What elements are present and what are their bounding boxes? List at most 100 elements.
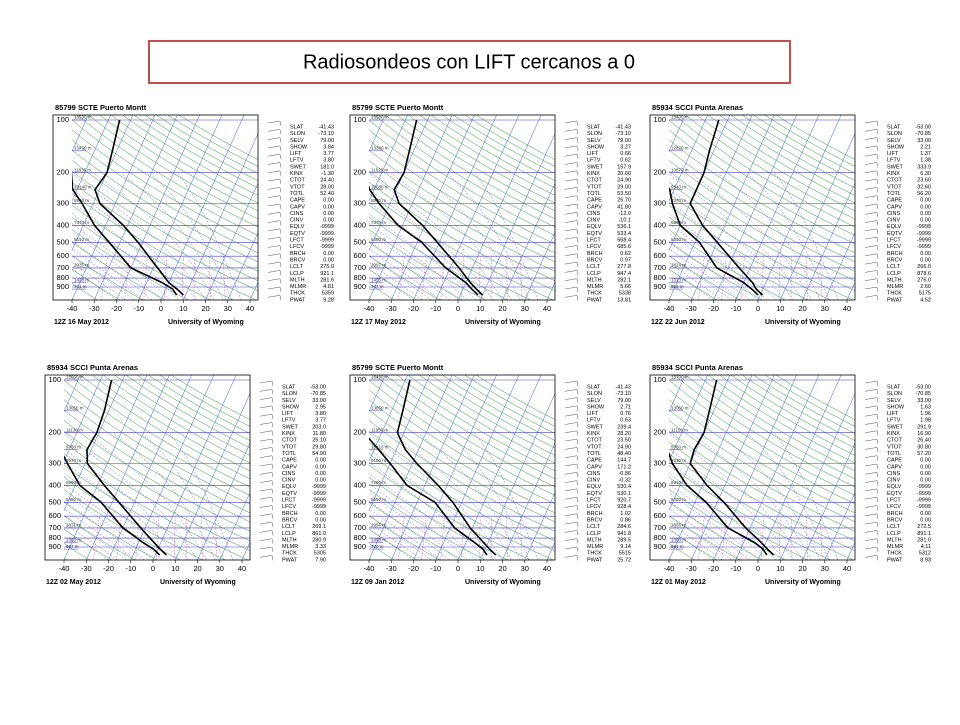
station-title: 85799 SCTE Puerto Montt [352,363,444,372]
pressure-tick-label: 200 [48,428,61,437]
index-value: -41.43 [615,124,631,130]
index-value: 0.00 [323,257,334,263]
pressure-tick-label: 100 [653,115,666,124]
pressure-tick-label: 100 [653,375,666,384]
index-value: -9999 [917,491,931,497]
index-value: 28.20 [617,431,631,437]
height-label: 1313 m [671,277,686,282]
index-value: 0.97 [620,257,631,263]
index-value: 5312 [919,551,931,557]
index-label: SLON [587,391,602,397]
temperature-tick-label: 40 [843,564,851,573]
index-value: -41.43 [615,384,631,390]
pressure-tick-label: 400 [56,220,69,229]
index-value: 3.77 [315,418,326,424]
height-label: 6890 m [671,220,686,225]
pressure-tick-label: 700 [653,263,666,272]
index-label: EQTV [587,231,602,237]
index-label: KINX [587,171,600,177]
index-label: BRCH [887,251,903,257]
index-label: CAPV [587,464,602,470]
index-label: CTOT [587,178,603,184]
index-value: 289.5 [617,537,631,543]
index-value: 275.0 [320,264,334,270]
date-label: 12Z 01 May 2012 [651,579,706,586]
index-label: LFTV [282,418,296,424]
station-title: 85934 SCCI Punta Arenas [47,363,138,372]
pressure-tick-label: 200 [353,428,366,437]
index-label: SLON [887,131,902,137]
index-label: TOTL [587,451,601,457]
height-label: 5330 m [671,237,686,242]
index-value: 281.0 [917,537,931,543]
pressure-tick-label: 800 [353,273,366,282]
index-value: 11.80 [313,431,326,437]
index-label: BRCV [887,517,903,523]
index-label: LFCV [887,244,901,250]
index-value: 0.00 [315,464,326,470]
index-value: 0.00 [920,218,931,224]
temperature-tick-label: -30 [686,304,697,313]
pressure-tick-label: 700 [353,523,366,532]
temperature-tick-label: 30 [821,564,829,573]
temperature-tick-label: 0 [159,304,163,313]
temperature-tick-label: -30 [386,564,397,573]
index-value: -9999 [917,238,931,244]
pressure-tick-label: 400 [653,480,666,489]
index-value: -70.85 [310,391,326,397]
temperature-tick-label: 10 [171,564,179,573]
pressure-tick-label: 800 [56,273,69,282]
index-label: LFTV [587,158,601,164]
pressure-tick-label: 200 [56,168,69,177]
temperature-tick-label: -20 [111,304,122,313]
index-value: 33.00 [917,398,931,404]
index-label: MLMR [587,284,603,290]
index-value: 9.14 [620,544,631,550]
index-label: LCLT [282,524,296,530]
station-title: 85799 SCTE Puerto Montt [352,103,444,112]
index-value: 3.77 [323,151,334,157]
index-label: CINV [587,218,600,224]
index-value: -9999 [312,504,326,510]
pressure-tick-label: 500 [56,237,69,246]
index-label: LFTV [887,158,901,164]
index-value: 861.0 [312,531,326,537]
index-value: -9999 [917,231,931,237]
index-label: EQLV [290,224,305,230]
height-label: 1360 m [671,537,686,542]
index-value: 0.00 [920,478,931,484]
height-label: 10140 m [74,184,92,189]
pressure-tick-label: 300 [653,198,666,207]
index-label: BRCV [282,517,298,523]
index-value: -53.00 [915,124,931,130]
temperature-tick-label: -20 [708,304,719,313]
index-value: 0.00 [315,471,326,477]
height-label: 5480 m [371,237,386,242]
index-label: SLON [282,391,297,397]
index-value: 266.0 [917,264,931,270]
temperature-tick-label: -10 [125,564,136,573]
pressure-tick-label: 300 [653,458,666,467]
index-value: 668.4 [617,238,631,244]
index-label: TOTL [587,191,601,197]
index-label: SLAT [282,384,296,390]
index-value: 277.8 [617,264,631,270]
pressure-tick-label: 800 [48,533,61,542]
height-label: 2956 m [371,523,386,528]
index-label: MLTH [282,537,297,543]
height-label: 11820 m [371,167,388,172]
height-label: 13430 m [74,146,92,151]
index-label: SELV [290,138,304,144]
index-label: LCLT [587,524,601,530]
index-label: CINS [587,211,600,217]
index-value: -9999 [917,498,931,504]
index-label: THCK [587,551,602,557]
index-label: THCK [290,291,305,297]
index-label: MLTH [587,277,602,283]
height-label: 2831 m [66,523,81,528]
height-label: 6990 m [66,480,81,485]
pressure-tick-label: 900 [353,282,366,291]
index-value: 891.1 [917,531,931,537]
height-label: 8530 m [671,458,686,463]
